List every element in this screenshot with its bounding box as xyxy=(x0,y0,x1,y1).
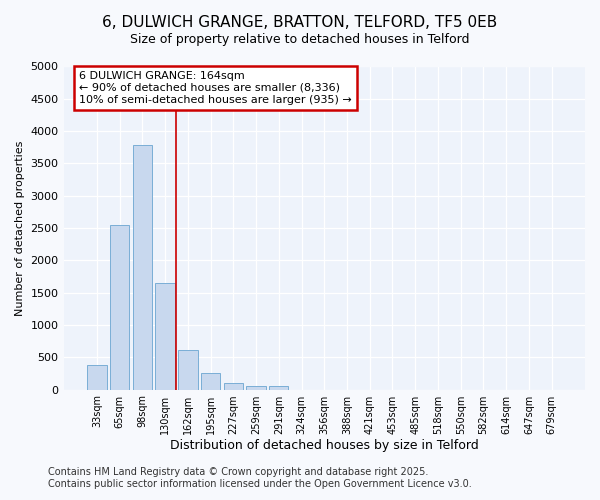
Bar xyxy=(224,383,243,390)
Text: Size of property relative to detached houses in Telford: Size of property relative to detached ho… xyxy=(130,32,470,46)
Bar xyxy=(87,365,107,390)
Bar xyxy=(201,374,220,390)
Bar xyxy=(110,225,130,390)
Y-axis label: Number of detached properties: Number of detached properties xyxy=(15,140,25,316)
Bar xyxy=(155,283,175,390)
Text: 6 DULWICH GRANGE: 164sqm
← 90% of detached houses are smaller (8,336)
10% of sem: 6 DULWICH GRANGE: 164sqm ← 90% of detach… xyxy=(79,72,352,104)
Bar xyxy=(269,386,289,390)
Bar xyxy=(133,146,152,390)
Bar xyxy=(178,350,197,390)
X-axis label: Distribution of detached houses by size in Telford: Distribution of detached houses by size … xyxy=(170,440,479,452)
Bar xyxy=(247,386,266,390)
Text: 6, DULWICH GRANGE, BRATTON, TELFORD, TF5 0EB: 6, DULWICH GRANGE, BRATTON, TELFORD, TF5… xyxy=(103,15,497,30)
Text: Contains HM Land Registry data © Crown copyright and database right 2025.
Contai: Contains HM Land Registry data © Crown c… xyxy=(48,468,472,489)
